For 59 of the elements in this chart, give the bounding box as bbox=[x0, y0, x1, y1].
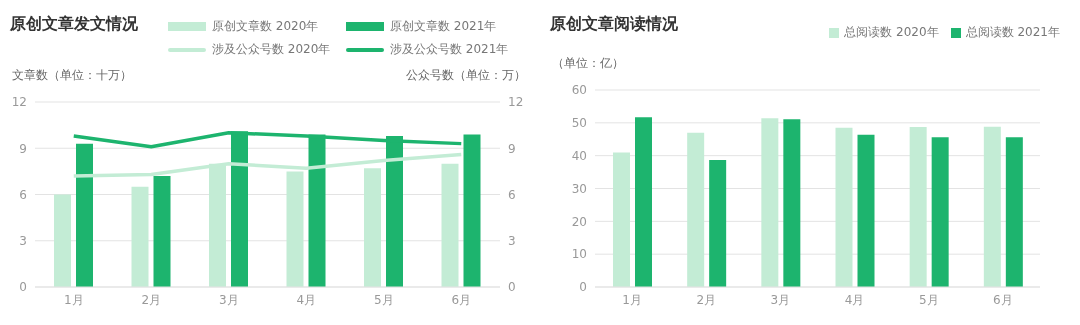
y-tick-label: 30 bbox=[571, 181, 587, 196]
x-tick-label: 4月 bbox=[844, 292, 865, 307]
y2-tick-label: 12 bbox=[508, 95, 524, 110]
x-tick-label: 5月 bbox=[918, 292, 939, 307]
x-tick-label: 5月 bbox=[373, 292, 394, 307]
bar bbox=[983, 126, 1001, 287]
y2-tick-label: 9 bbox=[508, 141, 516, 156]
y-tick-label: 50 bbox=[571, 116, 587, 131]
bar bbox=[857, 134, 875, 287]
y2-tick-label: 6 bbox=[508, 187, 516, 202]
bar bbox=[909, 127, 927, 287]
y-tick-label: 0 bbox=[579, 280, 587, 295]
x-tick-label: 2月 bbox=[696, 292, 717, 307]
y-tick-label: 6 bbox=[19, 187, 27, 202]
x-tick-label: 3月 bbox=[770, 292, 791, 307]
bar bbox=[835, 127, 853, 287]
bar bbox=[441, 163, 459, 287]
bar bbox=[931, 137, 949, 287]
bar bbox=[613, 152, 630, 287]
x-tick-label: 1月 bbox=[622, 292, 642, 307]
y2-tick-label: 0 bbox=[508, 280, 516, 295]
bar bbox=[364, 168, 381, 287]
bar bbox=[687, 132, 705, 287]
legend-label: 涉及公众号数 2021年 bbox=[390, 41, 509, 58]
y-tick-label: 20 bbox=[571, 214, 587, 229]
y-tick-label: 3 bbox=[19, 234, 27, 249]
bar bbox=[463, 134, 481, 287]
y-tick-label: 9 bbox=[19, 141, 27, 156]
y-tick-label: 0 bbox=[19, 280, 27, 295]
bar bbox=[54, 194, 71, 287]
y-tick-label: 12 bbox=[11, 95, 27, 110]
bar bbox=[783, 119, 801, 287]
y-tick-label: 40 bbox=[571, 148, 587, 163]
legend-label: 总阅读数 2020年 bbox=[844, 24, 939, 41]
x-tick-label: 6月 bbox=[993, 292, 1013, 307]
bar bbox=[1005, 137, 1023, 287]
chart-title: 原创文章发文情况 bbox=[10, 14, 138, 35]
bar bbox=[153, 176, 171, 287]
x-tick-label: 6月 bbox=[451, 292, 472, 307]
legend-label: 原创文章数 2020年 bbox=[212, 18, 319, 35]
y-axis-title: 文章数（单位：十万） bbox=[12, 67, 132, 84]
bar bbox=[131, 186, 149, 287]
x-tick-label: 3月 bbox=[218, 292, 239, 307]
legend-label: 总阅读数 2021年 bbox=[965, 24, 1060, 41]
y2-axis-title: 公众号数（单位：万） bbox=[406, 67, 526, 84]
y2-tick-label: 3 bbox=[508, 234, 516, 249]
y-tick-label: 10 bbox=[571, 247, 587, 262]
y-tick-label: 60 bbox=[571, 83, 587, 98]
legend-label: 原创文章数 2021年 bbox=[390, 18, 497, 35]
bar bbox=[76, 143, 93, 287]
x-tick-label: 2月 bbox=[141, 292, 162, 307]
x-tick-label: 4月 bbox=[296, 292, 317, 307]
bar bbox=[635, 117, 652, 287]
x-tick-label: 1月 bbox=[63, 292, 84, 307]
y-axis-title: （单位：亿） bbox=[552, 55, 624, 72]
bar bbox=[709, 159, 727, 287]
chart-title: 原创文章阅读情况 bbox=[550, 14, 678, 35]
legend-label: 涉及公众号数 2020年 bbox=[212, 41, 331, 58]
bar bbox=[761, 118, 779, 287]
